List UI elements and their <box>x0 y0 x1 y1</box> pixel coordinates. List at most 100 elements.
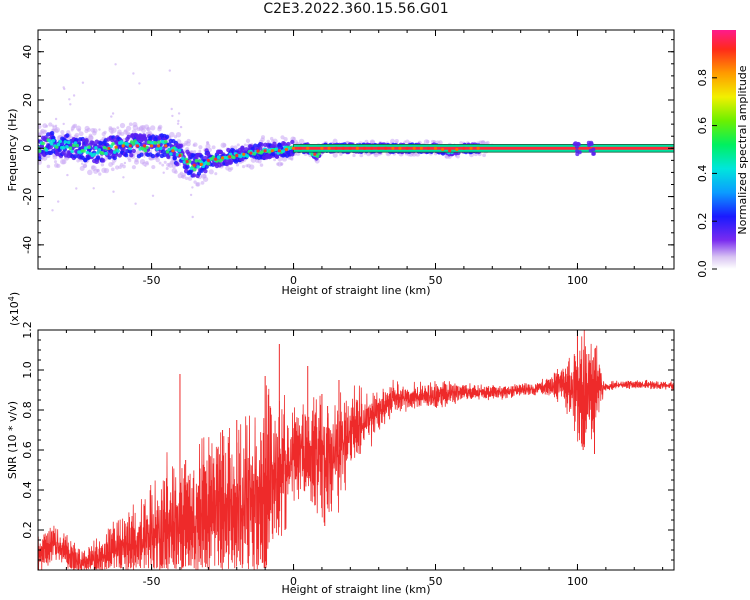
heatmap-peak <box>277 149 281 153</box>
heatmap-inner <box>128 146 132 151</box>
heatmap-peak <box>370 146 374 150</box>
heatmap-core <box>143 136 148 141</box>
heatmap-inner <box>131 142 136 146</box>
heatmap-haze <box>235 163 240 167</box>
top-x-axis-label: Height of straight line (km) <box>281 284 430 297</box>
heatmap-core <box>117 153 123 158</box>
heatmap-core <box>65 133 70 138</box>
heatmap-haze <box>249 164 255 170</box>
heatmap-inner <box>51 139 56 143</box>
heatmap-haze <box>98 172 102 176</box>
heatmap-inner <box>116 149 120 153</box>
heatmap-inner <box>157 140 161 144</box>
heatmap-core <box>164 134 170 139</box>
heatmap-haze <box>103 167 110 174</box>
heatmap-core <box>121 147 126 152</box>
heatmap-core <box>74 137 79 143</box>
heatmap-outlier <box>110 115 113 118</box>
heatmap-peak <box>249 151 253 155</box>
heatmap-inner <box>169 152 173 156</box>
heatmap-core <box>126 134 131 140</box>
heatmap-outlier <box>143 155 146 158</box>
heatmap-outlier <box>170 107 173 111</box>
x-tick-label: 50 <box>429 274 443 287</box>
heatmap-peak <box>107 146 111 150</box>
heatmap-peak <box>263 149 267 153</box>
heatmap-core <box>129 153 134 158</box>
heatmap-peak <box>142 144 147 148</box>
heatmap-core <box>175 162 180 167</box>
heatmap-outlier <box>144 164 147 167</box>
heatmap-haze <box>157 126 162 130</box>
heatmap-peak <box>121 144 125 148</box>
heatmap-haze <box>165 167 169 170</box>
y-tick-label: 1.0 <box>21 361 34 379</box>
heatmap-peak <box>150 144 154 148</box>
heatmap-peak <box>256 149 260 153</box>
heatmap-outlier <box>191 186 194 189</box>
x-tick-label: 100 <box>567 575 588 588</box>
heatmap-haze <box>119 122 126 129</box>
heatmap-inner <box>95 151 100 155</box>
heatmap-peak <box>355 146 359 150</box>
heatmap-core <box>48 145 53 150</box>
heatmap-haze <box>116 126 120 130</box>
heatmap-inner <box>158 146 163 151</box>
heatmap-peak <box>377 146 381 150</box>
heatmap-inner <box>274 147 279 151</box>
heatmap-inner <box>111 142 115 146</box>
heatmap-peak <box>426 146 430 150</box>
heatmap-inner <box>167 147 171 152</box>
heatmap-peak <box>334 146 338 150</box>
heatmap-peak <box>419 146 423 150</box>
heatmap-core <box>575 152 580 157</box>
heatmap-peak <box>199 162 203 166</box>
heatmap-haze <box>332 152 338 158</box>
heatmap-inner <box>49 142 54 146</box>
heatmap-haze <box>134 159 139 165</box>
x-tick-label: -50 <box>143 274 161 287</box>
heatmap-haze <box>43 129 47 133</box>
y-tick-label: 0.6 <box>21 441 34 459</box>
heatmap-haze <box>214 172 218 176</box>
heatmap-core <box>576 142 581 147</box>
heatmap-inner <box>174 147 178 152</box>
heatmap-core <box>259 142 264 147</box>
heatmap-haze <box>205 143 211 149</box>
heatmap-peak <box>384 146 388 150</box>
heatmap-peak <box>469 146 473 150</box>
heatmap-haze <box>257 159 262 164</box>
heatmap-peak <box>391 146 395 150</box>
y-tick-label: 0 <box>21 145 34 152</box>
heatmap-core <box>49 131 55 136</box>
heatmap-outlier <box>191 215 194 219</box>
heatmap-haze <box>92 128 98 134</box>
heatmap-inner <box>94 146 98 150</box>
heatmap-inner <box>155 147 159 151</box>
colorbar-tick-label: 0.6 <box>696 117 709 135</box>
heatmap-haze <box>233 145 238 150</box>
heatmap-haze <box>163 160 167 164</box>
heatmap-outlier <box>138 82 141 85</box>
heatmap-haze <box>73 123 78 128</box>
colorbar-tick-label: 0.8 <box>696 69 709 87</box>
top-y-axis-label: Frequency (Hz) <box>6 109 19 192</box>
heatmap-inner <box>83 146 88 150</box>
heatmap-core <box>131 148 136 154</box>
heatmap-inner <box>216 155 221 159</box>
heatmap-outlier <box>51 209 54 212</box>
x-tick-label: 100 <box>567 274 588 287</box>
colorbar-ticks: 0.0 0.2 0.4 0.6 0.8 <box>696 69 717 278</box>
heatmap-haze <box>195 182 200 187</box>
colorbar-tick-label: 0.0 <box>696 260 709 278</box>
heatmap-inner <box>87 145 91 149</box>
top-axis-ticks: -50 0 50 100 -40 -20 0 20 40 <box>21 30 674 287</box>
heatmap-haze <box>161 163 165 167</box>
heatmap-haze <box>229 166 234 171</box>
heatmap-haze <box>42 155 48 161</box>
heatmap-haze <box>359 153 364 158</box>
heatmap-haze <box>103 130 107 135</box>
heatmap-haze <box>45 124 49 128</box>
heatmap-peak <box>320 146 324 150</box>
heatmap-peak <box>433 146 438 150</box>
